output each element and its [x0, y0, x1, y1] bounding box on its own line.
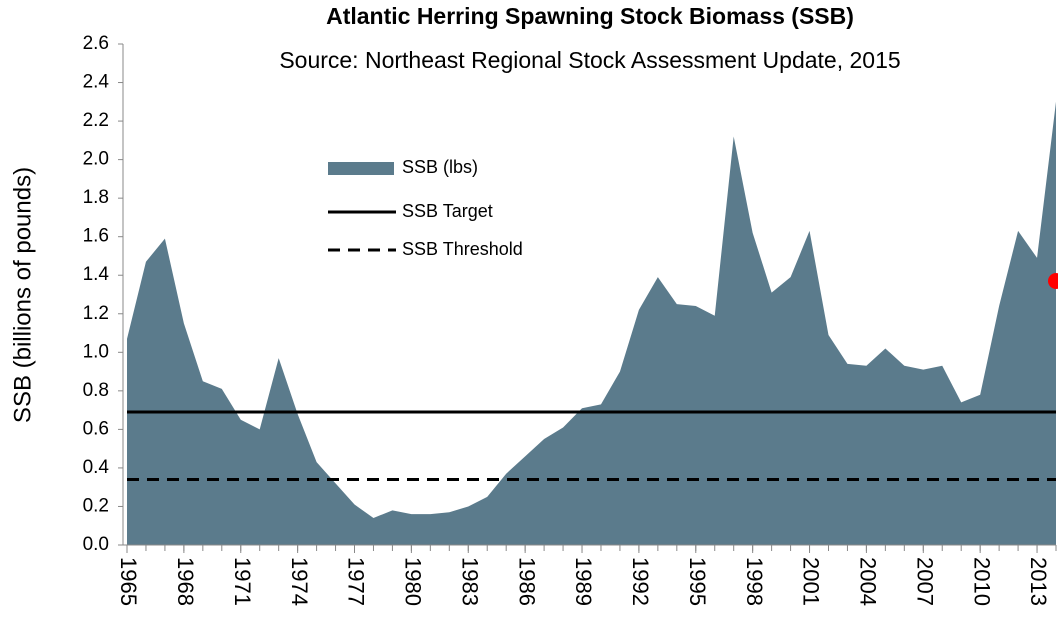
x-tick-label: 1989	[571, 557, 596, 606]
x-tick-label: 1986	[514, 557, 539, 606]
y-tick-label: 1.6	[83, 226, 109, 247]
legend-label: SSB (lbs)	[402, 157, 478, 177]
legend-label: SSB Threshold	[402, 239, 523, 259]
x-tick-label: 1977	[344, 557, 369, 606]
x-tick-label: 1995	[685, 557, 710, 606]
x-tick-label: 2013	[1026, 557, 1051, 606]
x-tick-label: 1998	[742, 557, 767, 606]
y-tick-label: 2.6	[83, 33, 109, 54]
marker	[1048, 273, 1058, 290]
y-tick-label: 1.8	[83, 187, 109, 208]
y-tick-label: 0.2	[83, 495, 109, 516]
legend-swatch	[328, 162, 394, 175]
area	[127, 101, 1056, 546]
legend-label: SSB Target	[402, 201, 493, 221]
chart-title: Atlantic Herring Spawning Stock Biomass …	[326, 3, 854, 29]
x-tick-label: 1983	[457, 557, 482, 606]
y-tick-label: 2.0	[83, 149, 109, 170]
x-tick-label: 1968	[173, 557, 198, 606]
x-tick-label: 1971	[230, 557, 255, 606]
x-tick-label: 2007	[912, 557, 937, 606]
y-tick-label: 2.2	[83, 110, 109, 131]
y-tick-label: 1.4	[83, 264, 110, 285]
x-tick-label: 2004	[856, 557, 881, 606]
x-tick-label: 2001	[799, 557, 824, 606]
y-tick-label: 0.4	[83, 457, 110, 478]
x-tick-label: 1974	[287, 557, 312, 606]
y-tick-label: 0.0	[83, 534, 109, 555]
y-tick-label: 0.6	[83, 418, 109, 439]
y-tick-label: 1.0	[83, 341, 109, 362]
x-tick-label: 2010	[969, 557, 994, 606]
y-axis-label: SSB (billions of pounds)	[9, 167, 36, 423]
x-tick-label: 1965	[116, 557, 141, 606]
chart-subtitle: Source: Northeast Regional Stock Assessm…	[279, 47, 900, 73]
x-tick-label: 1980	[401, 557, 426, 606]
y-tick-label: 1.2	[83, 303, 109, 324]
x-tick-label: 1992	[628, 557, 653, 606]
y-tick-label: 0.8	[83, 380, 109, 401]
y-tick-label: 2.4	[83, 72, 110, 93]
